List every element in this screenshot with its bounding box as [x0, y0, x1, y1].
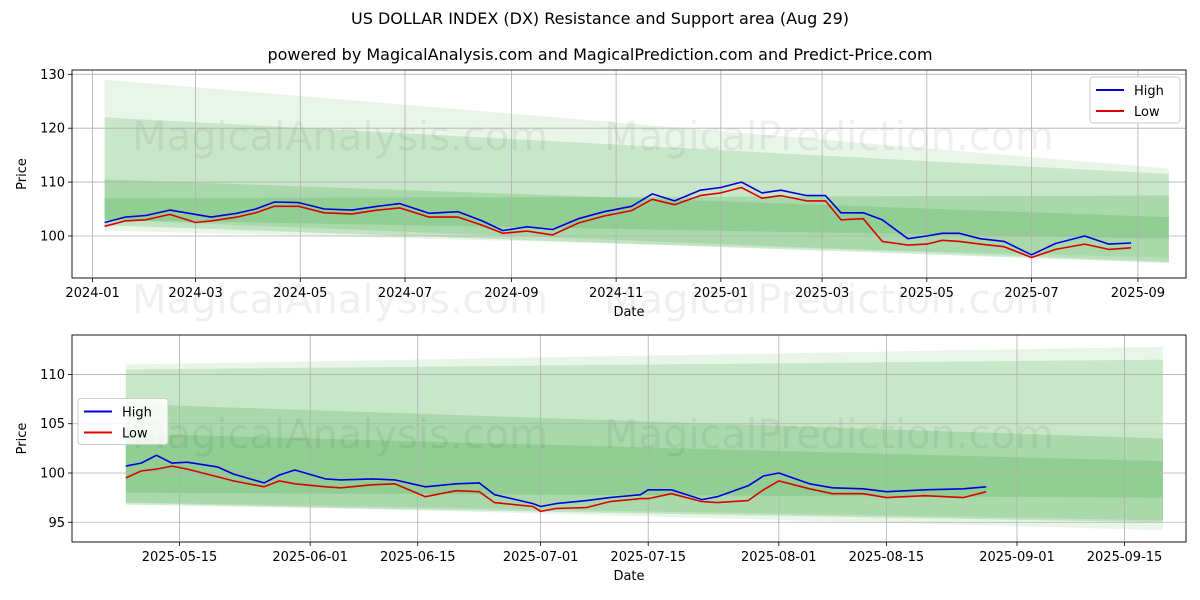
band-1	[104, 79, 1169, 258]
plot-frame	[71, 334, 1187, 543]
chart-panel-1: MagicalAnalysis.com MagicalPrediction.com…	[15, 68, 1187, 323]
x-tick-label: 2024-09	[484, 286, 538, 301]
y-tick-label: 100	[40, 467, 65, 482]
x-axis-label: Date	[613, 569, 644, 584]
x-axis-label: Date	[613, 305, 644, 320]
x-tick-label: 2025-09-15	[1087, 550, 1163, 565]
x-tick-label: 2025-03	[795, 286, 849, 301]
legend-label-low: Low	[1134, 105, 1160, 120]
watermark-analysis: MagicalAnalysis.com	[132, 114, 548, 160]
x-tick-label: 2025-07	[1004, 286, 1058, 301]
legend: High Low	[77, 398, 169, 445]
series-line-low	[104, 186, 1132, 259]
x-tick-label: 2025-09	[1111, 286, 1165, 301]
y-axis-label: Price	[15, 423, 30, 455]
x-tick-label: 2025-05-15	[142, 550, 218, 565]
y-tick-label: 110	[40, 368, 65, 383]
x-tick-label: 2025-01	[694, 286, 748, 301]
band-4	[104, 195, 1169, 239]
series-line-high	[125, 454, 987, 508]
x-tick-label: 2024-07	[378, 286, 432, 301]
band-2	[104, 117, 1169, 262]
x-tick-label: 2024-01	[65, 286, 119, 301]
watermark-analysis: MagicalAnalysis.com	[132, 277, 548, 323]
support-resistance-bands	[104, 79, 1169, 263]
series-lines	[104, 181, 1132, 259]
plot-frame	[71, 69, 1187, 279]
legend-label-high: High	[122, 406, 152, 421]
y-tick-label: 120	[40, 122, 65, 137]
x-tick-label: 2024-05	[273, 286, 327, 301]
x-tick-label: 2025-08-15	[849, 550, 925, 565]
x-tick-label: 2025-08-01	[741, 550, 817, 565]
y-tick-label: 105	[40, 417, 65, 432]
legend: High Low	[1089, 76, 1181, 124]
legend-label-high: High	[1134, 84, 1164, 99]
chart-title: US DOLLAR INDEX (DX) Resistance and Supp…	[351, 9, 849, 28]
x-tick-label: 2024-03	[168, 286, 222, 301]
y-tick-label: 110	[40, 176, 65, 191]
y-tick-label: 130	[40, 68, 65, 83]
x-tick-label: 2025-06-01	[272, 550, 348, 565]
x-tick-label: 2025-07-01	[503, 550, 579, 565]
y-tick-label: 95	[48, 516, 65, 531]
band-3	[104, 179, 1169, 263]
y-axis-label: Price	[15, 158, 30, 190]
series-line-high	[104, 181, 1132, 256]
series-lines	[125, 454, 987, 513]
x-tick-label: 2025-05	[900, 286, 954, 301]
chart-subtitle: powered by MagicalAnalysis.com and Magic…	[267, 45, 933, 64]
x-tick-label: 2025-06-15	[380, 550, 456, 565]
y-tick-label: 100	[40, 229, 65, 244]
band-4	[125, 433, 1163, 498]
x-tick-label: 2024-11	[589, 286, 643, 301]
legend-label-low: Low	[122, 427, 148, 442]
watermark-prediction: MagicalPrediction.com	[604, 277, 1054, 323]
watermark-prediction: MagicalPrediction.com	[604, 114, 1054, 160]
watermark-analysis: MagicalAnalysis.com	[132, 412, 548, 458]
watermark-prediction: MagicalPrediction.com	[604, 412, 1054, 458]
chart-panel-2: MagicalAnalysis.com MagicalPrediction.com…	[15, 334, 1187, 584]
x-tick-label: 2025-09-01	[979, 550, 1055, 565]
series-line-low	[125, 465, 987, 513]
x-tick-label: 2025-07-15	[610, 550, 686, 565]
band-3	[125, 404, 1163, 523]
